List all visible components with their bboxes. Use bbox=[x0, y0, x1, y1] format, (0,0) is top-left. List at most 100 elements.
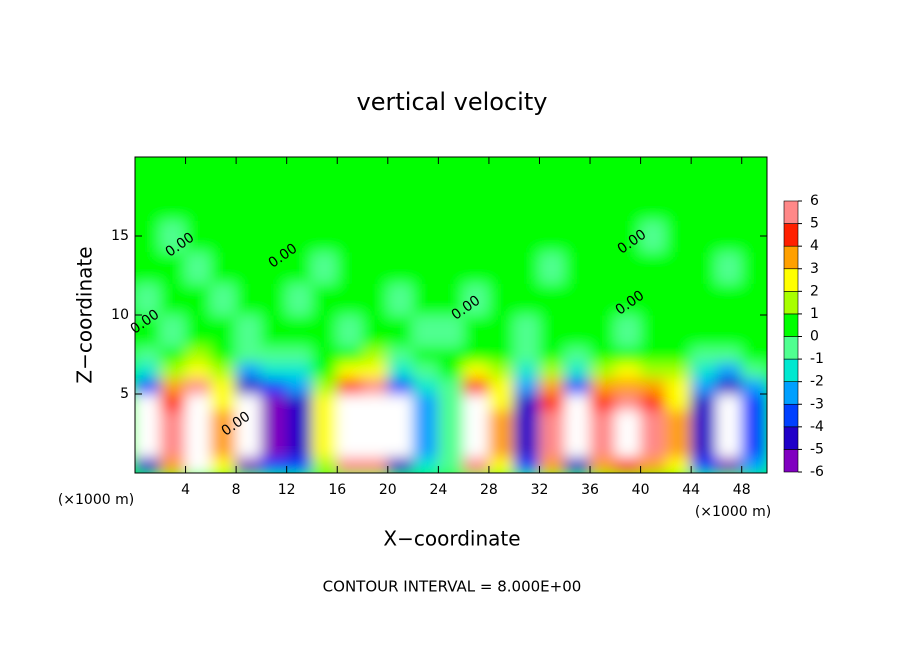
field-cell bbox=[235, 251, 262, 284]
field-cell bbox=[538, 157, 566, 190]
field-cell bbox=[614, 393, 642, 411]
field-cell bbox=[260, 409, 288, 427]
field-cell bbox=[260, 377, 288, 395]
field-cell bbox=[412, 157, 439, 190]
field-cell bbox=[665, 346, 692, 363]
y-unit: (×1000 m) bbox=[58, 492, 134, 508]
field-cell bbox=[513, 377, 540, 395]
field-cell bbox=[185, 346, 212, 363]
field-cell bbox=[311, 251, 338, 284]
field-cell bbox=[513, 425, 540, 442]
field-cell bbox=[715, 409, 743, 427]
field-cell bbox=[538, 219, 566, 253]
field-cell bbox=[488, 377, 515, 395]
colorbar-band bbox=[783, 358, 799, 382]
field-cell bbox=[235, 314, 262, 348]
field-cell bbox=[135, 251, 161, 284]
field-cell bbox=[564, 251, 591, 284]
field-cell bbox=[715, 314, 743, 348]
colorbar-label: -4 bbox=[810, 419, 824, 435]
colorbar-label: 3 bbox=[810, 261, 819, 277]
field-cell bbox=[412, 393, 439, 411]
colorbar-label: 4 bbox=[810, 238, 819, 254]
field-cell bbox=[640, 440, 667, 458]
field-cell bbox=[336, 361, 364, 379]
x-tick-label: 12 bbox=[278, 482, 296, 498]
field-cell bbox=[463, 409, 490, 427]
field-cell bbox=[564, 282, 591, 316]
field-cell bbox=[210, 440, 237, 458]
field-cell bbox=[589, 456, 616, 473]
field-cell bbox=[513, 346, 540, 363]
field-cell bbox=[235, 346, 262, 363]
field-cell bbox=[260, 157, 288, 190]
field-cell bbox=[715, 456, 743, 473]
field-cell bbox=[210, 393, 237, 411]
field-cell bbox=[412, 282, 439, 316]
field-cell bbox=[286, 188, 313, 221]
field-cell bbox=[538, 314, 566, 348]
field-cell bbox=[437, 377, 465, 395]
field-cell bbox=[741, 409, 767, 427]
field-cell bbox=[640, 377, 667, 395]
field-cell bbox=[614, 219, 642, 253]
field-cell bbox=[260, 251, 288, 284]
field-cell bbox=[185, 425, 212, 442]
field-cell bbox=[185, 314, 212, 348]
field-cell bbox=[387, 425, 414, 442]
field-cell bbox=[286, 251, 313, 284]
field-cell bbox=[488, 219, 515, 253]
field-cell bbox=[387, 314, 414, 348]
field-cell bbox=[260, 314, 288, 348]
field-cell bbox=[362, 219, 389, 253]
field-cell bbox=[412, 314, 439, 348]
field-cell bbox=[135, 314, 161, 348]
field-cell bbox=[715, 251, 743, 284]
field-cell bbox=[741, 425, 767, 442]
field-cell bbox=[412, 361, 439, 379]
field-cell bbox=[311, 425, 338, 442]
field-cell bbox=[387, 377, 414, 395]
field-cell bbox=[260, 425, 288, 442]
field-cell bbox=[185, 409, 212, 427]
field-cell bbox=[210, 282, 237, 316]
field-cell bbox=[387, 440, 414, 458]
field-cell bbox=[362, 377, 389, 395]
field-cell bbox=[135, 425, 161, 442]
x-tick-label: 24 bbox=[429, 482, 447, 498]
field bbox=[135, 157, 767, 473]
field-cell bbox=[488, 282, 515, 316]
field-cell bbox=[690, 346, 717, 363]
field-cell bbox=[463, 377, 490, 395]
field-cell bbox=[741, 440, 767, 458]
field-cell bbox=[665, 314, 692, 348]
field-cell bbox=[311, 219, 338, 253]
field-cell bbox=[135, 157, 161, 190]
field-cell bbox=[437, 282, 465, 316]
field-cell bbox=[640, 314, 667, 348]
field-cell bbox=[564, 188, 591, 221]
field-cell bbox=[665, 377, 692, 395]
field-cell bbox=[488, 157, 515, 190]
field-cell bbox=[640, 409, 667, 427]
field-cell bbox=[640, 456, 667, 473]
field-cell bbox=[437, 251, 465, 284]
field-cell bbox=[589, 251, 616, 284]
field-cell bbox=[159, 314, 187, 348]
field-cell bbox=[412, 409, 439, 427]
field-cell bbox=[640, 346, 667, 363]
field-cell bbox=[336, 346, 364, 363]
field-cell bbox=[210, 157, 237, 190]
colorbar-label: 2 bbox=[810, 283, 819, 299]
field-cell bbox=[463, 346, 490, 363]
field-cell bbox=[463, 314, 490, 348]
field-cell bbox=[437, 188, 465, 221]
field-cell bbox=[538, 188, 566, 221]
field-cell bbox=[715, 157, 743, 190]
field-cell bbox=[412, 219, 439, 253]
field-cell bbox=[135, 456, 161, 473]
field-cell bbox=[336, 219, 364, 253]
field-cell bbox=[185, 393, 212, 411]
field-cell bbox=[387, 251, 414, 284]
field-cell bbox=[311, 440, 338, 458]
